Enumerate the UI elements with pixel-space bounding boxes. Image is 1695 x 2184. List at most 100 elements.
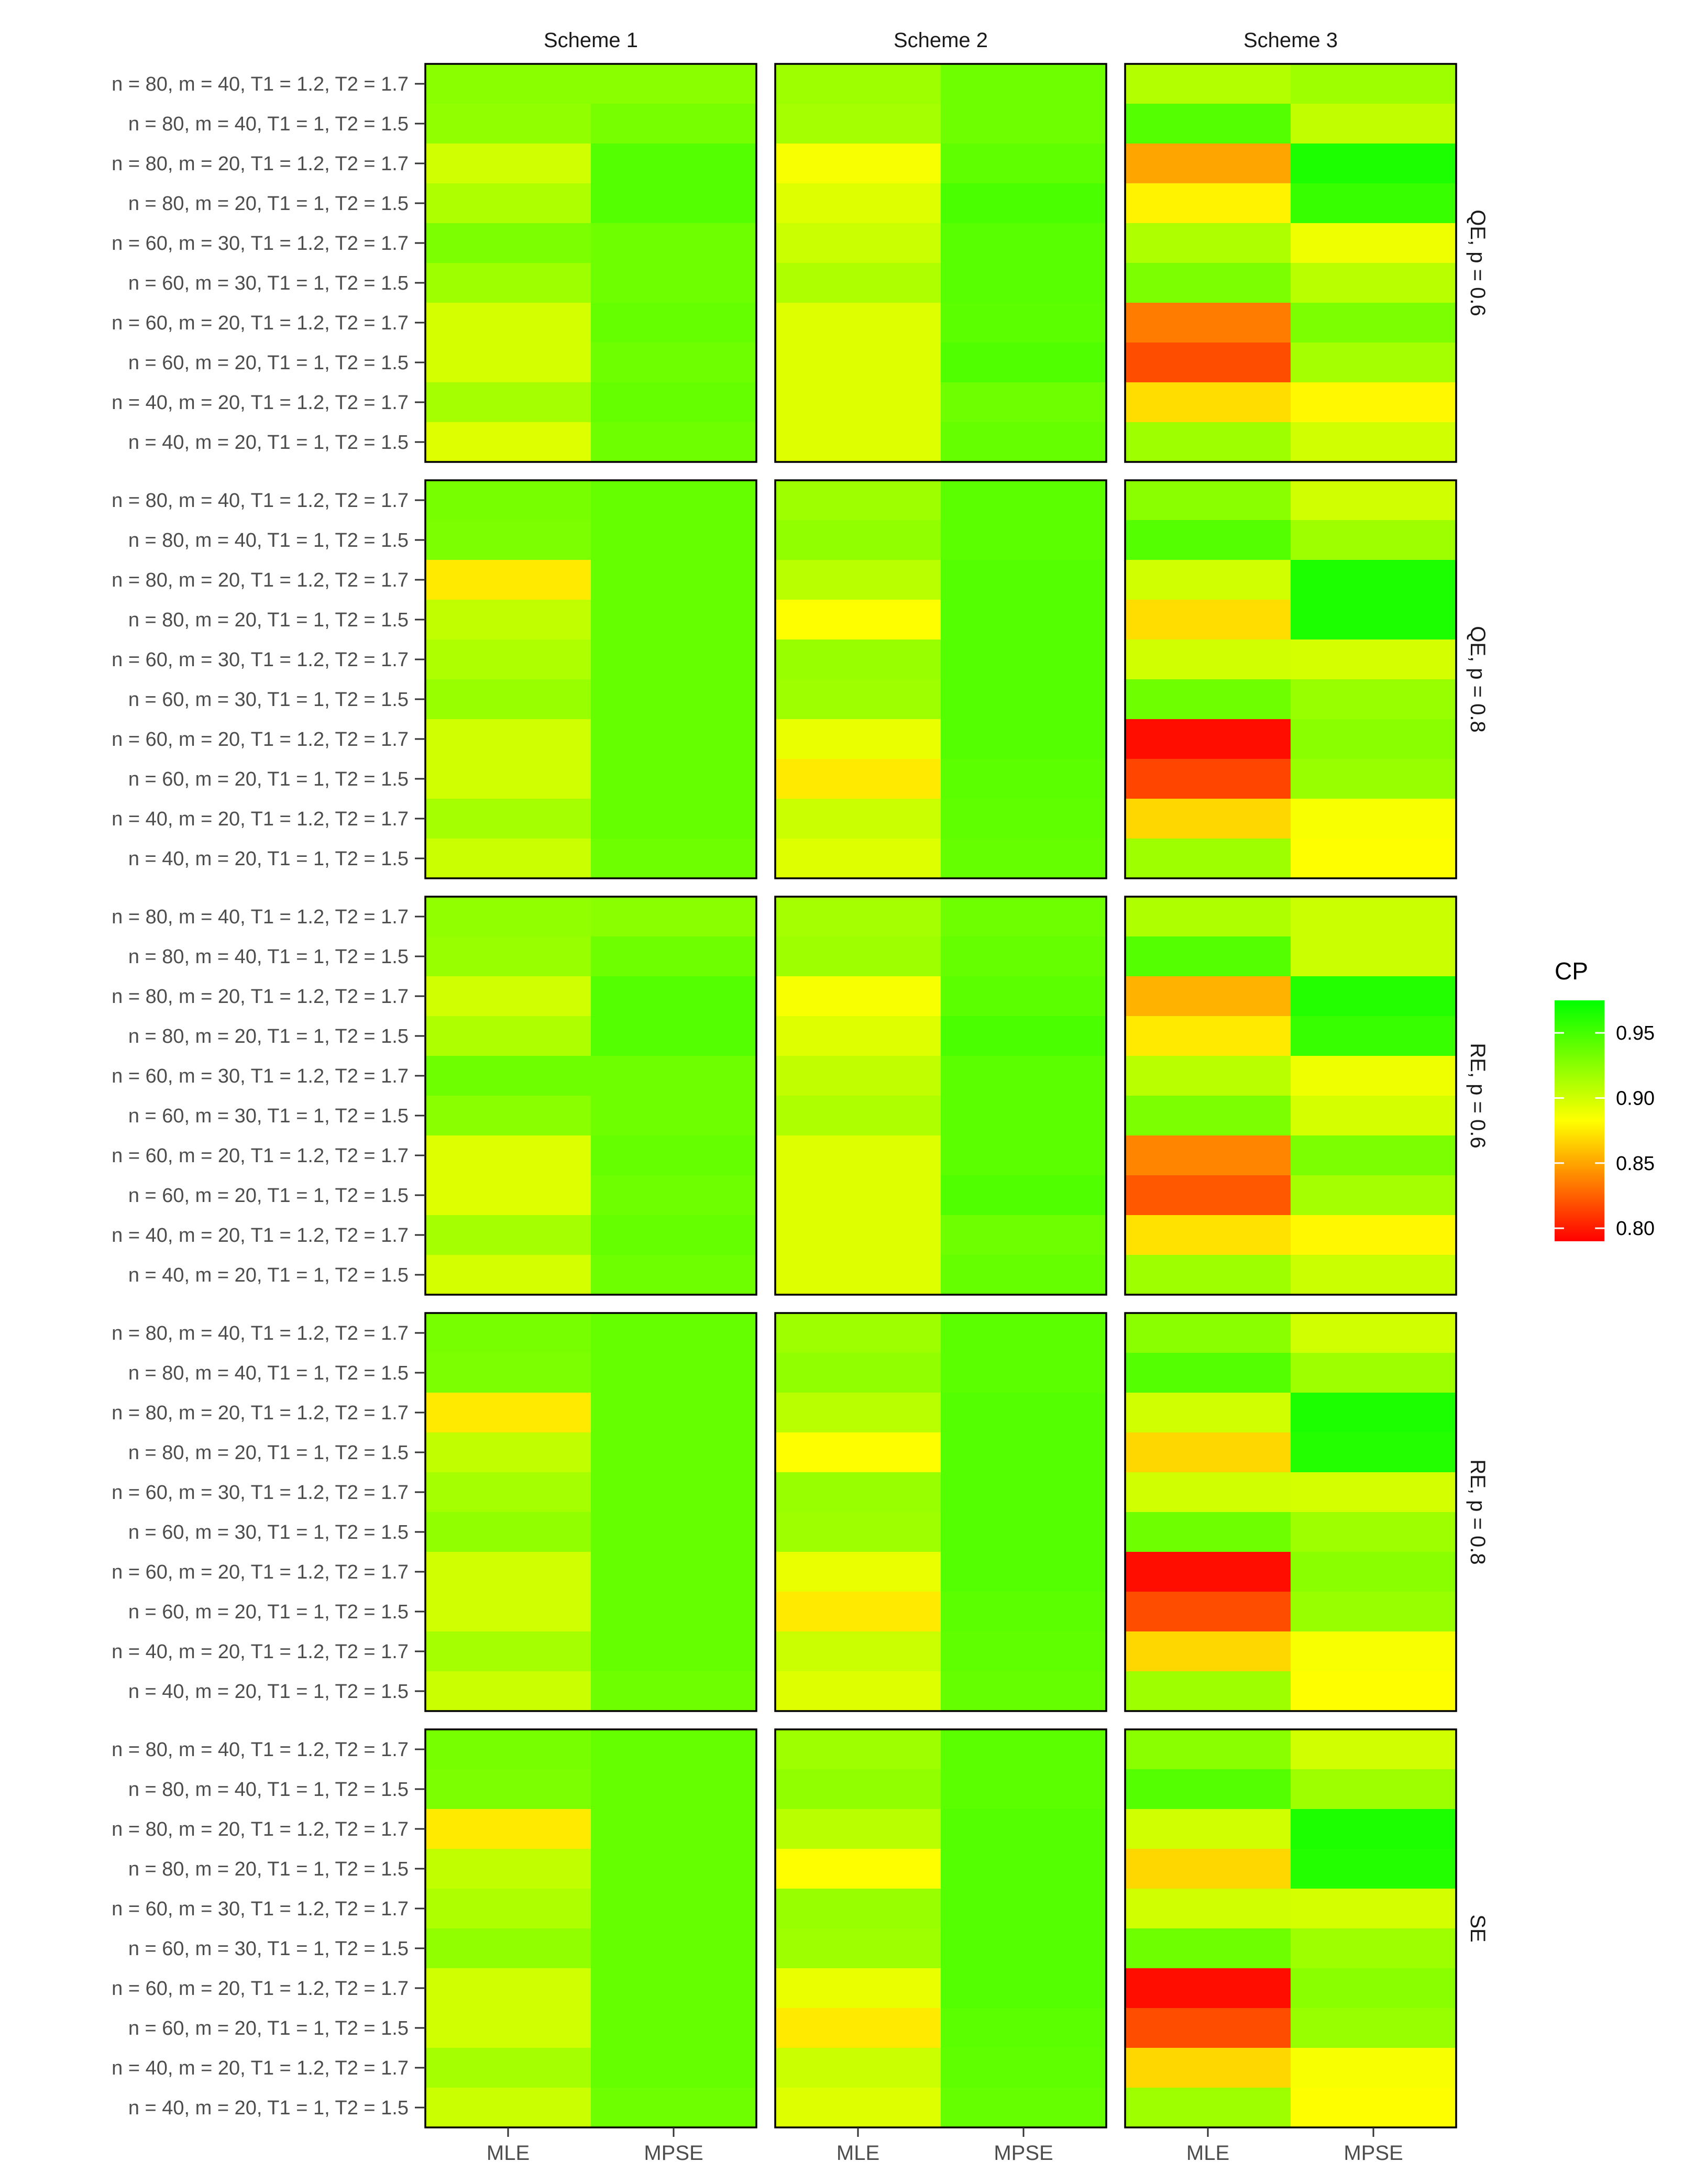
row-label: n = 60, m = 30, T1 = 1.2, T2 = 1.7 (112, 649, 409, 671)
heatmap-cell (1125, 1255, 1291, 1295)
heatmap-cell (941, 1175, 1107, 1216)
row-label: n = 40, m = 20, T1 = 1.2, T2 = 1.7 (112, 392, 409, 414)
heatmap-cell (1291, 976, 1457, 1017)
heatmap-cell (1125, 2048, 1291, 2088)
heatmap-cell (1125, 1432, 1291, 1473)
panel-group3-scheme3 (1124, 896, 1457, 1296)
row-label: n = 60, m = 20, T1 = 1.2, T2 = 1.7 (112, 729, 409, 751)
row-label: n = 80, m = 40, T1 = 1.2, T2 = 1.7 (112, 1739, 409, 1761)
heatmap-cell (1125, 1631, 1291, 1672)
heatmap-cell (425, 1729, 591, 1770)
heatmap-cell (1291, 144, 1457, 184)
heatmap-cell (1125, 1968, 1291, 2009)
panel-group2-scheme3 (1124, 479, 1457, 879)
heatmap-cell (775, 1729, 941, 1770)
heatmap-cell (1125, 936, 1291, 977)
heatmap-cell (1125, 1313, 1291, 1353)
heatmap-cell (1291, 343, 1457, 383)
heatmap-cell (775, 520, 941, 560)
heatmap-cell (1291, 1928, 1457, 1969)
heatmap-cell (591, 64, 757, 104)
heatmap-cell (591, 480, 757, 521)
heatmap-cell (775, 104, 941, 144)
heatmap-cell (591, 1928, 757, 1969)
heatmap-cell (591, 600, 757, 640)
heatmap-cell (425, 382, 591, 423)
heatmap-cell (425, 1809, 591, 1849)
heatmap-cell (941, 1809, 1107, 1849)
heatmap-cell (1125, 1928, 1291, 1969)
heatmap-cell (1291, 1175, 1457, 1216)
x-tick-label-mle: MLE (837, 2142, 879, 2165)
heatmap-cell (591, 1432, 757, 1473)
heatmap-cell (1291, 1968, 1457, 2009)
heatmap-cell (775, 639, 941, 680)
heatmap-cell (941, 183, 1107, 224)
heatmap-cell (941, 1512, 1107, 1552)
heatmap-cell (425, 1255, 591, 1295)
heatmap-cell (1291, 1215, 1457, 1255)
heatmap-cell (425, 343, 591, 383)
heatmap-cell (775, 600, 941, 640)
heatmap-cell (425, 1769, 591, 1810)
heatmap-cell (775, 263, 941, 303)
row-label: n = 80, m = 20, T1 = 1, T2 = 1.5 (128, 1858, 409, 1880)
heatmap-cell (775, 1313, 941, 1353)
heatmap-cell (775, 1552, 941, 1592)
heatmap-cell (591, 1255, 757, 1295)
heatmap-cell (941, 1552, 1107, 1592)
row-label: n = 40, m = 20, T1 = 1.2, T2 = 1.7 (112, 1225, 409, 1247)
heatmap-cell (941, 839, 1107, 879)
heatmap-cell (591, 303, 757, 343)
row-label: n = 60, m = 30, T1 = 1, T2 = 1.5 (128, 1105, 409, 1127)
heatmap-cell (1291, 1432, 1457, 1473)
heatmap-cell (1291, 2088, 1457, 2128)
heatmap-cell (941, 382, 1107, 423)
row-label: n = 80, m = 20, T1 = 1, T2 = 1.5 (128, 193, 409, 215)
panel-border (424, 479, 757, 879)
heatmap-cell (591, 1849, 757, 1889)
row-label: n = 80, m = 40, T1 = 1, T2 = 1.5 (128, 1362, 409, 1384)
heatmap-cell (1291, 1849, 1457, 1889)
heatmap-cell (1291, 936, 1457, 977)
row-label: n = 80, m = 40, T1 = 1, T2 = 1.5 (128, 1779, 409, 1801)
heatmap-cell (591, 144, 757, 184)
panel-border (424, 1312, 757, 1712)
panel-group1-scheme1 (424, 63, 757, 463)
heatmap-cell (425, 1353, 591, 1393)
row-label: n = 60, m = 30, T1 = 1, T2 = 1.5 (128, 689, 409, 711)
row-label: n = 80, m = 40, T1 = 1.2, T2 = 1.7 (112, 490, 409, 512)
panel-border (424, 63, 757, 463)
heatmap-cell (941, 263, 1107, 303)
heatmap-cell (591, 263, 757, 303)
heatmap-cell (1125, 600, 1291, 640)
heatmap-cell (941, 1313, 1107, 1353)
heatmap-cell (425, 144, 591, 184)
heatmap-cell (591, 1016, 757, 1056)
heatmap-cell (775, 759, 941, 799)
heatmap-cell (425, 2088, 591, 2128)
heatmap-cell (941, 1432, 1107, 1473)
heatmap-cell (1125, 1135, 1291, 1176)
heatmap-cell (1291, 1393, 1457, 1433)
heatmap-cell (775, 1769, 941, 1810)
heatmap-cell (591, 104, 757, 144)
heatmap-cell (1125, 343, 1291, 383)
heatmap-cell (591, 183, 757, 224)
heatmap-cell (941, 719, 1107, 759)
heatmap-cell (941, 1928, 1107, 1969)
row-label: n = 80, m = 40, T1 = 1.2, T2 = 1.7 (112, 73, 409, 95)
row-label: n = 40, m = 20, T1 = 1.2, T2 = 1.7 (112, 808, 409, 830)
scheme-header-2: Scheme 2 (894, 29, 988, 52)
legend-tick-label: 0.80 (1616, 1218, 1655, 1240)
heatmap-cell (941, 1393, 1107, 1433)
x-tick-label-mle: MLE (1186, 2142, 1229, 2165)
heatmap-cell (1291, 1889, 1457, 1929)
heatmap-cell (1125, 303, 1291, 343)
heatmap-cell (1125, 1512, 1291, 1552)
heatmap-cell (941, 1016, 1107, 1056)
heatmap-cell (425, 1135, 591, 1176)
heatmap-cell (1291, 1016, 1457, 1056)
row-label: n = 40, m = 20, T1 = 1, T2 = 1.5 (128, 1264, 409, 1286)
row-label: n = 60, m = 30, T1 = 1.2, T2 = 1.7 (112, 1065, 409, 1087)
